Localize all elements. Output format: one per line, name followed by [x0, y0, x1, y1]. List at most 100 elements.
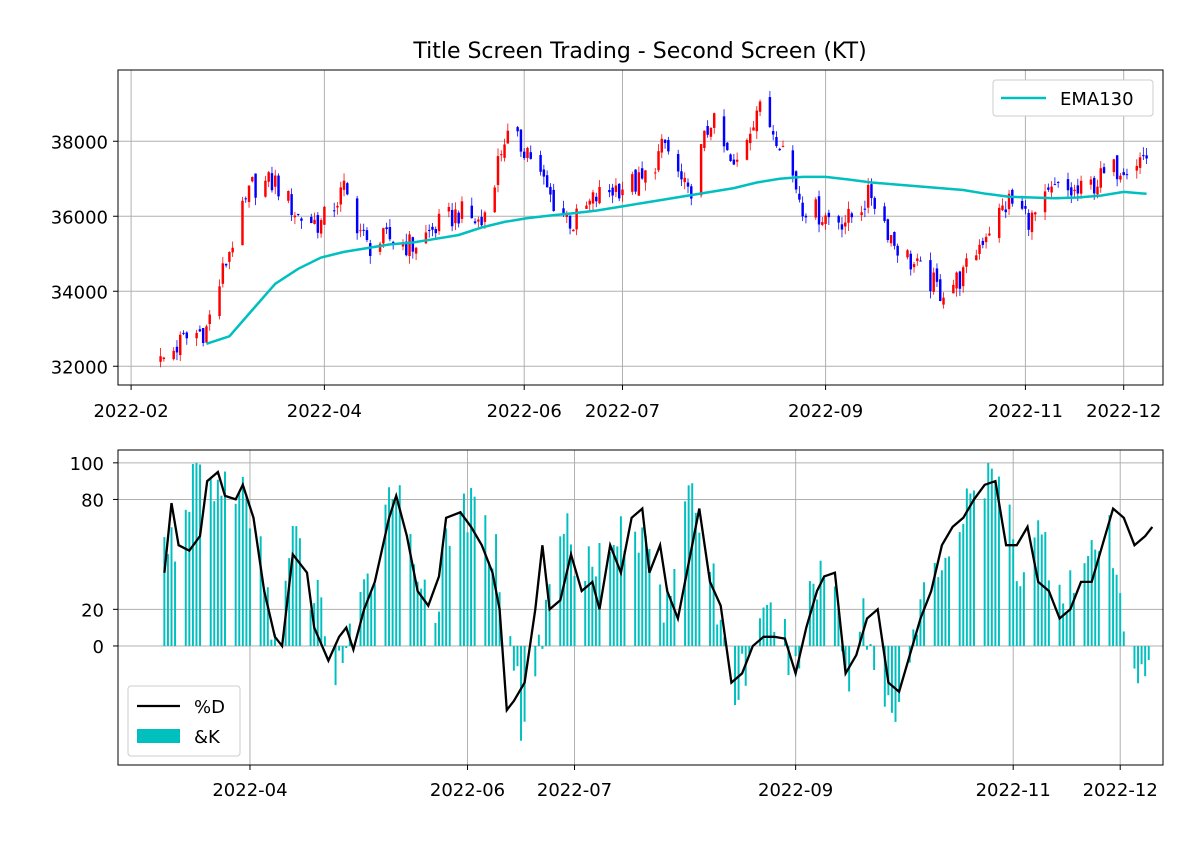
- k-bar: [366, 573, 369, 646]
- candle-body: [804, 215, 808, 218]
- k-bar: [245, 494, 248, 646]
- k-bar: [316, 579, 319, 646]
- k-bar: [783, 618, 786, 646]
- k-bar: [666, 588, 669, 646]
- k-bar: [869, 643, 872, 646]
- candle-body: [735, 159, 739, 162]
- k-bar: [566, 513, 569, 646]
- candle-body: [287, 190, 290, 201]
- k-bar: [837, 606, 840, 646]
- k-bar: [965, 488, 968, 646]
- price-legend: EMA130: [992, 79, 1154, 117]
- k-bar: [1097, 551, 1100, 646]
- k-bar: [545, 599, 547, 646]
- k-bar: [612, 545, 615, 646]
- k-bar: [1012, 539, 1015, 646]
- candle-body: [159, 356, 162, 362]
- candle-body: [391, 241, 395, 244]
- k-bar: [1122, 631, 1125, 646]
- price-y-tick-label: 38000: [51, 132, 108, 153]
- candle-body: [814, 199, 817, 218]
- candle-body: [500, 154, 503, 156]
- k-bar: [184, 509, 187, 646]
- price-legend-box: [992, 79, 1154, 117]
- candle-body: [654, 172, 657, 174]
- k-bar: [594, 576, 597, 646]
- candle-body: [516, 127, 519, 132]
- candle-body: [1024, 206, 1027, 209]
- k-bar: [1047, 580, 1050, 646]
- candle-body: [801, 202, 804, 217]
- k-bar: [220, 495, 223, 646]
- candle-body: [621, 189, 624, 196]
- candle-body: [821, 222, 824, 225]
- candle-body: [473, 221, 477, 224]
- price-x-tick-label: 2022-07: [585, 401, 660, 422]
- candle-body: [935, 268, 939, 282]
- k-bar: [409, 534, 412, 646]
- k-bar: [962, 523, 965, 646]
- k-bar: [248, 528, 251, 646]
- k-bar: [548, 584, 551, 646]
- k-bar: [698, 532, 701, 646]
- candle-body: [1079, 180, 1083, 194]
- candle-body: [1102, 167, 1106, 174]
- candle-body: [870, 184, 873, 199]
- k-bar: [598, 542, 601, 646]
- candle-body: [988, 233, 991, 236]
- candle-body: [378, 243, 382, 252]
- k-bar: [270, 639, 273, 646]
- k-bar: [509, 636, 512, 646]
- k-bar: [216, 479, 219, 646]
- candle-body: [1056, 181, 1060, 183]
- k-bar: [844, 645, 847, 670]
- k-bar: [915, 634, 918, 646]
- candle-body: [408, 234, 411, 257]
- candle-body: [955, 272, 958, 289]
- candle-body: [1099, 168, 1102, 188]
- k-bar: [890, 645, 893, 713]
- candle-body: [942, 297, 945, 305]
- k-bar: [1144, 645, 1147, 677]
- candle-body: [706, 126, 709, 135]
- candle-body: [690, 186, 693, 199]
- price-plot-frame: [117, 69, 1164, 386]
- price-y-axis: 32000 34000 36000 38000: [51, 132, 118, 378]
- candle-body: [545, 175, 549, 188]
- candle-body: [791, 150, 795, 176]
- k-bar: [766, 604, 769, 646]
- k-bar: [320, 597, 323, 646]
- k-bar: [712, 563, 715, 646]
- k-bar: [791, 645, 794, 647]
- candle-body: [552, 189, 555, 211]
- candle-body: [1034, 212, 1037, 215]
- k-bar: [684, 501, 687, 646]
- k-bar: [541, 645, 544, 649]
- candle-body: [722, 116, 726, 147]
- k-bar: [448, 545, 451, 646]
- candle-body: [565, 214, 569, 217]
- candle-body: [883, 206, 886, 222]
- candle-body: [362, 229, 365, 231]
- k-bar: [691, 483, 694, 646]
- k-bar: [958, 532, 961, 646]
- k-bar: [434, 622, 437, 646]
- k-bar: [195, 462, 198, 646]
- ema130-line: [206, 175, 1147, 345]
- k-bar: [641, 527, 644, 646]
- k-bar: [634, 531, 637, 646]
- legend-k-swatch: [137, 729, 180, 743]
- k-bar: [462, 493, 465, 646]
- k-bar: [224, 471, 226, 646]
- candle-body: [205, 326, 208, 343]
- candle-body: [709, 127, 713, 137]
- k-bar: [969, 493, 972, 646]
- k-bar: [584, 580, 587, 646]
- candle-body: [346, 183, 349, 195]
- candle-body: [470, 205, 474, 219]
- candle-body: [912, 264, 916, 268]
- candle-body: [231, 247, 234, 253]
- k-bar: [441, 546, 444, 646]
- candle-body: [997, 207, 1001, 238]
- candle-body: [434, 229, 437, 234]
